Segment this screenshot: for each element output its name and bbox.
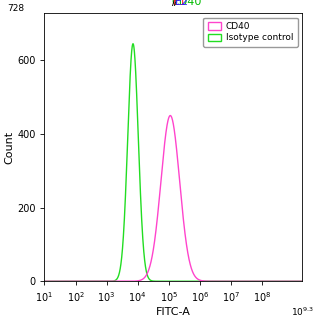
Text: CD40: CD40 (171, 0, 201, 7)
Text: /: / (172, 0, 179, 7)
Text: E1: E1 (173, 0, 187, 7)
Text: 728: 728 (7, 4, 24, 13)
X-axis label: FITC-A: FITC-A (156, 307, 191, 317)
Text: /: / (174, 0, 181, 7)
Y-axis label: Count: Count (4, 131, 14, 164)
Text: $10^{9.3}$: $10^{9.3}$ (291, 305, 314, 318)
Legend: CD40, Isotype control: CD40, Isotype control (203, 18, 298, 47)
Text: E2: E2 (175, 0, 189, 7)
